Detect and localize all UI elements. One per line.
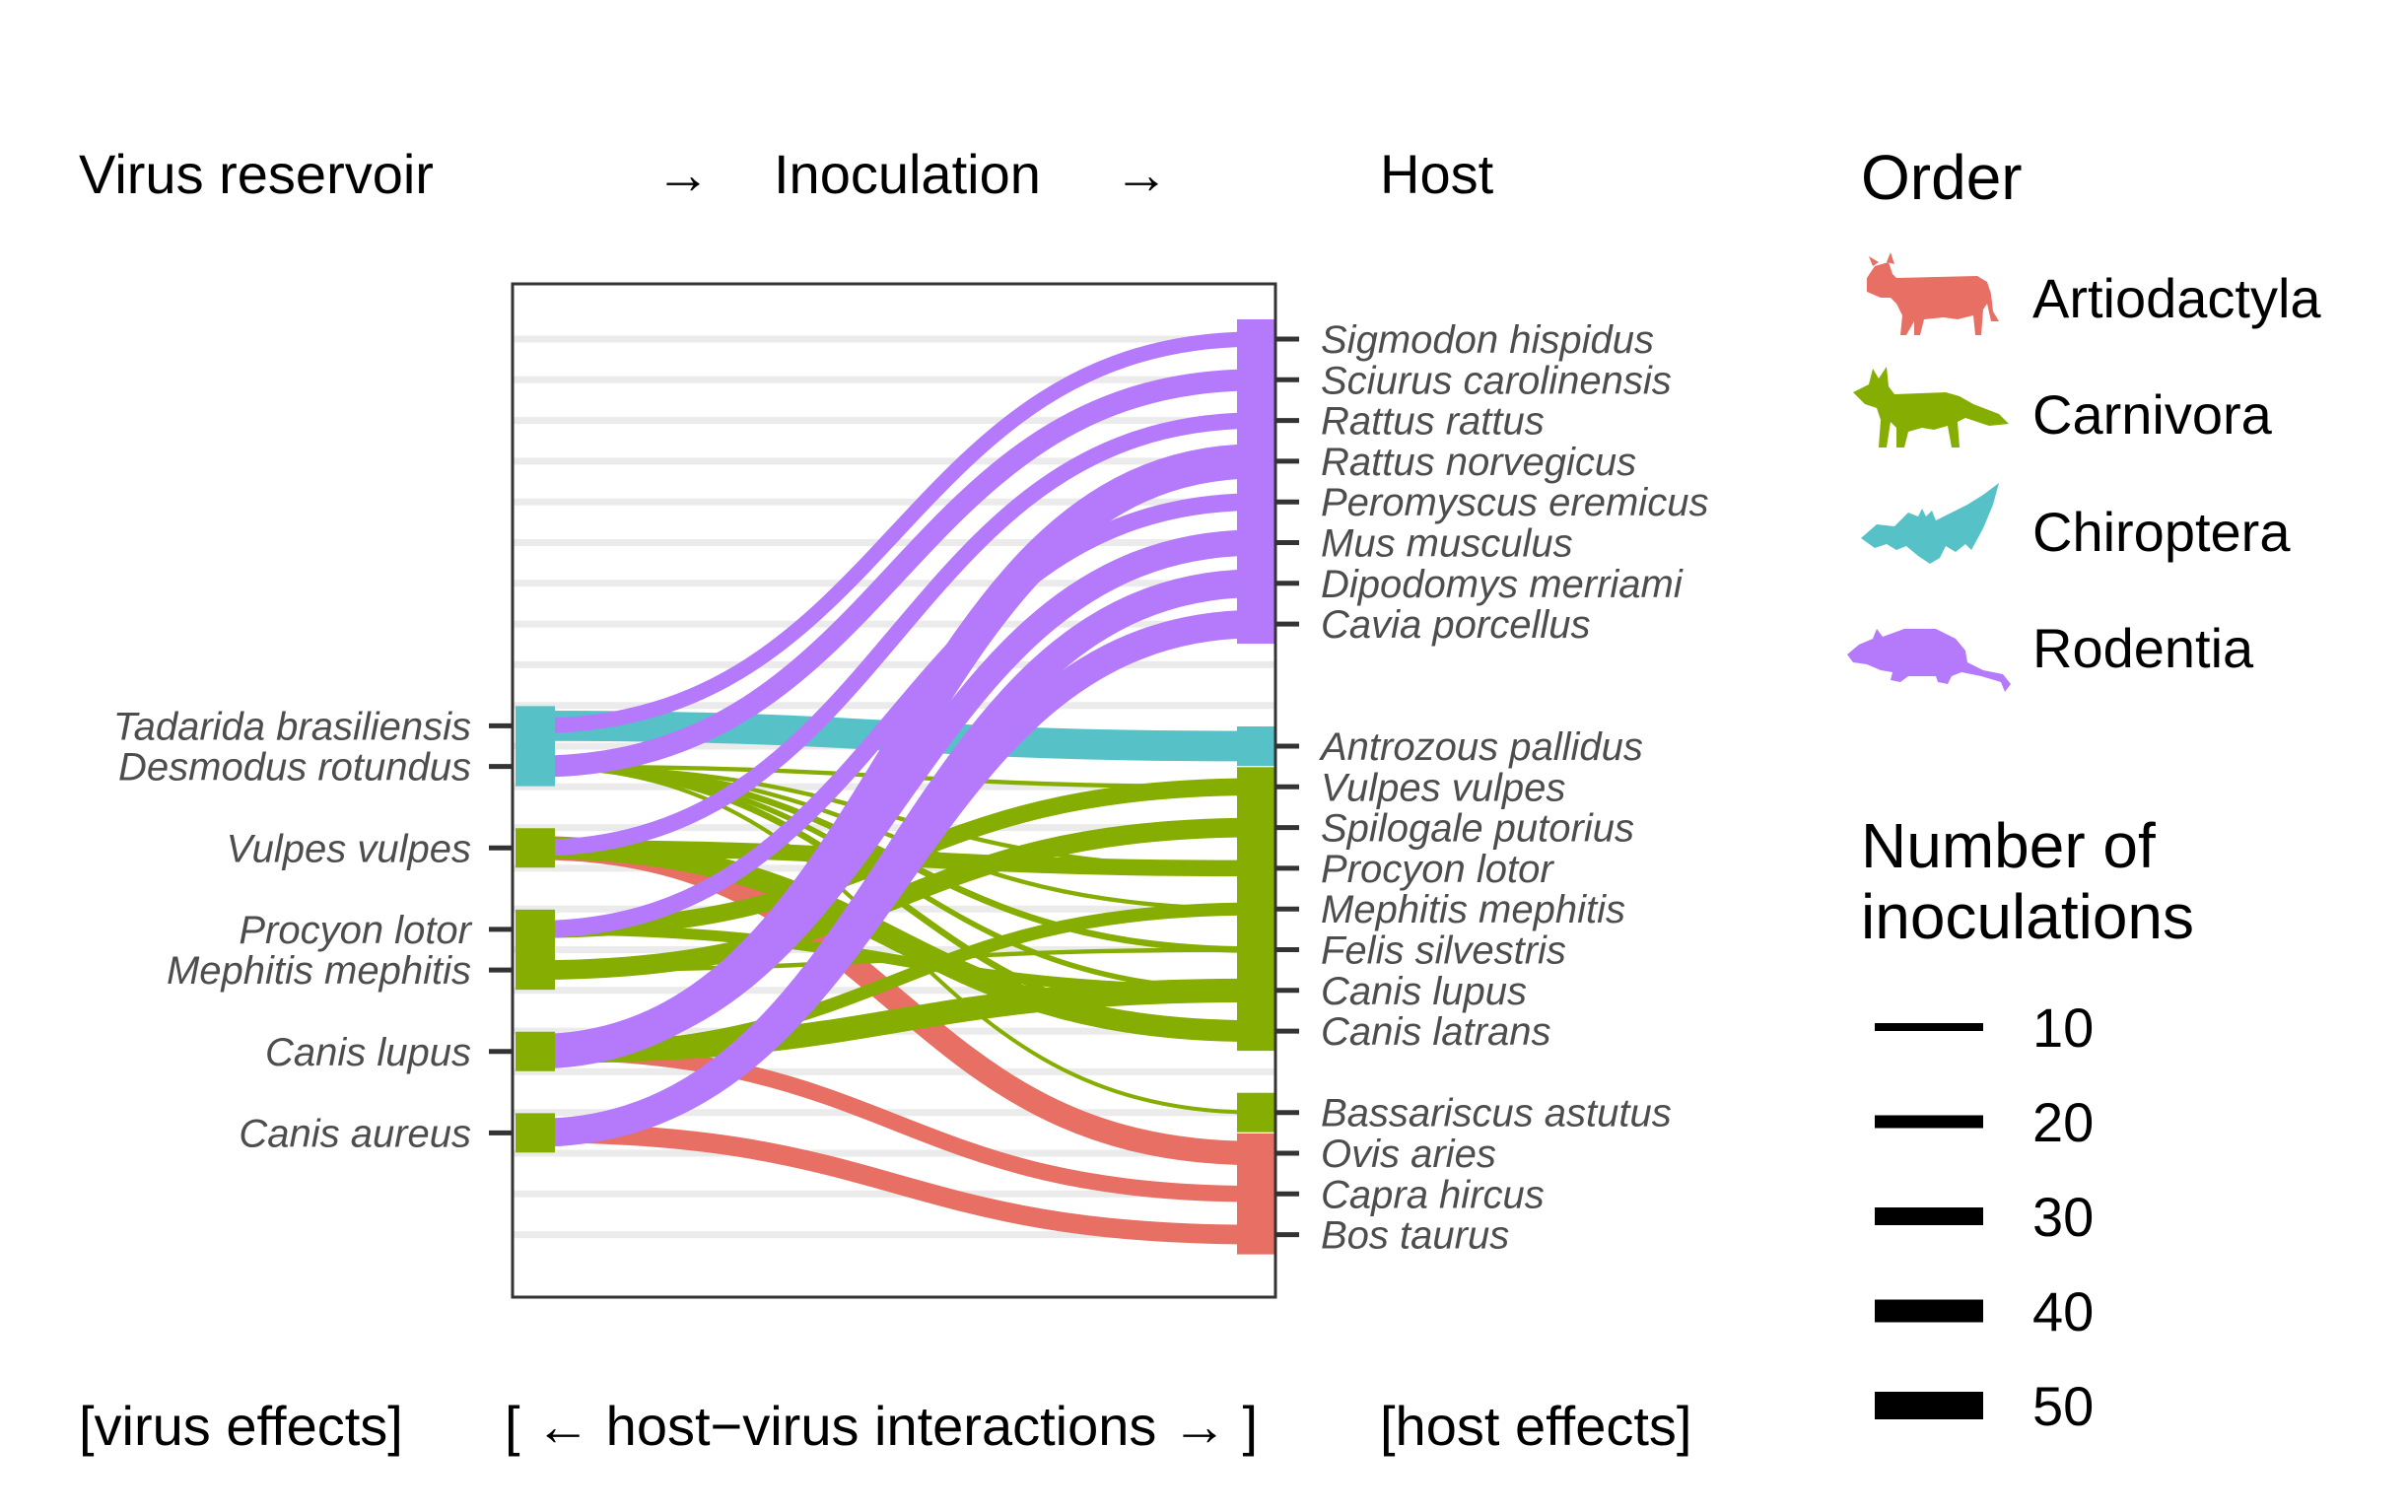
right-tick-label: Antrozous pallidus (1319, 725, 1643, 769)
footer-host-virus-interactions: [ ← host−virus interactions → ] (505, 1395, 1258, 1457)
header-arrow-2: → (1114, 143, 1169, 205)
right-tick-label: Rattus rattus (1321, 400, 1545, 444)
flow-vulpes-vulpes-to-canis-latrans (534, 837, 1258, 1043)
right-tick-label: Sigmodon hispidus (1321, 318, 1654, 362)
footer-host-effects: [host effects] (1380, 1395, 1691, 1457)
right-tick-label: Procyon lotor (1321, 848, 1554, 891)
right-tick-label: Bos taurus (1321, 1214, 1509, 1258)
legend-label-carnivora: Carnivora (2032, 383, 2273, 446)
right-tick-label: Mephitis mephitis (1321, 888, 1625, 931)
right-node-artiodactyla (1237, 1134, 1276, 1255)
legend-item-artiodactyla: Artiodactyla (1867, 252, 2321, 335)
left-tick-label: Desmodus rotundus (118, 746, 471, 790)
right-tick-label: Peromyscus eremicus (1321, 481, 1708, 524)
panel-border (511, 282, 1277, 1299)
left-node-carnivora (516, 828, 555, 868)
legend-size-label: 50 (2032, 1375, 2094, 1437)
legend-size-keys: 10 20 30 40 50 (1875, 997, 2094, 1437)
header-arrow-1: → (655, 143, 711, 205)
right-tick-label: Bassariscus astutus (1321, 1092, 1672, 1135)
legend-size-title-line-1: Number of (1861, 810, 2156, 881)
flow-mephitis-mephitis-to-felis-silvestris (534, 947, 1258, 973)
header-inoculation: Inoculation (774, 143, 1041, 205)
left-tick-label: Tadarida brasiliensis (113, 705, 471, 748)
right-tick-label: Canis lupus (1321, 970, 1527, 1013)
cow-icon (1867, 252, 1999, 335)
right-tick-label: Rattus norvegicus (1321, 441, 1636, 484)
right-node-carnivora (1237, 1092, 1276, 1133)
right-tick-label: Capra hircus (1321, 1173, 1545, 1216)
flow-vulpes-vulpes-to-rattus-rattus (534, 412, 1258, 857)
right-tick-label: Mus musculus (1321, 522, 1573, 566)
left-node-carnivora (516, 1113, 555, 1153)
legend-size-title-line-2: inoculations (1861, 881, 2194, 952)
right-tick-label: Sciurus carolinensis (1321, 359, 1672, 402)
flow-desmodus-rotundus-to-sciurus-carolinensis (534, 369, 1258, 778)
legend-size-label: 10 (2032, 997, 2094, 1059)
flow-procyon-lotor-to-peromyscus-eremicus (534, 493, 1258, 938)
bat-icon (1861, 483, 1999, 564)
header-virus-reservoir: Virus reservoir (79, 143, 434, 205)
rat-icon (1847, 629, 2011, 692)
right-tick-label: Canis latrans (1321, 1010, 1550, 1054)
plot-panel (511, 282, 1277, 1299)
legend-item-chiroptera: Chiroptera (1861, 483, 2291, 564)
flow-canis-aureus-to-bos-taurus (534, 1123, 1258, 1245)
legend-label-chiroptera: Chiroptera (2032, 501, 2291, 563)
legend-order-title: Order (1861, 142, 2023, 213)
left-tick-label: Mephitis mephitis (167, 949, 471, 993)
legend-size-label: 30 (2032, 1186, 2094, 1248)
right-tick-label: Dipodomys merriami (1321, 563, 1684, 606)
right-tick-label: Vulpes vulpes (1321, 766, 1565, 809)
legend-size-label: 20 (2032, 1091, 2094, 1153)
left-node-chiroptera (516, 706, 555, 787)
flow-canis-lupus-to-mephitis-mephitis (534, 902, 1258, 1059)
footer-virus-effects: [virus effects] (79, 1395, 403, 1457)
legend-item-rodentia: Rodentia (1847, 617, 2254, 692)
left-tick-label: Vulpes vulpes (227, 827, 471, 870)
legend-label-rodentia: Rodentia (2032, 617, 2254, 679)
flows (534, 331, 1258, 1245)
legend-size-label: 40 (2032, 1280, 2094, 1342)
flow-canis-aureus-to-cavia-porcellus (534, 609, 1258, 1147)
right-tick-label: Cavia porcellus (1321, 603, 1590, 647)
header-host: Host (1380, 143, 1494, 205)
left-tick-label: Canis lupus (265, 1031, 471, 1074)
left-node-carnivora (516, 1031, 555, 1071)
right-node-rodentia (1237, 319, 1276, 645)
fox-icon (1853, 367, 2009, 447)
right-node-chiroptera (1237, 726, 1276, 766)
right-node-carnivora (1237, 767, 1276, 1052)
flow-canis-lupus-to-mus-musculus (534, 529, 1258, 1065)
legend-item-carnivora: Carnivora (1853, 367, 2273, 447)
legend: Order Artiodactyla Carnivora Chiroptera (1847, 142, 2321, 1437)
right-tick-label: Ovis aries (1321, 1133, 1496, 1176)
right-tick-label: Felis silvestris (1321, 929, 1566, 973)
left-tick-label: Canis aureus (239, 1112, 471, 1155)
left-node-carnivora (516, 909, 555, 991)
flow-tadarida-brasiliensis-to-sigmodon-hispidus (534, 331, 1258, 734)
axis-nodes (516, 319, 1276, 1255)
left-tick-label: Procyon lotor (239, 909, 472, 952)
legend-label-artiodactyla: Artiodactyla (2032, 267, 2321, 329)
right-tick-label: Spilogale putorius (1321, 807, 1634, 851)
